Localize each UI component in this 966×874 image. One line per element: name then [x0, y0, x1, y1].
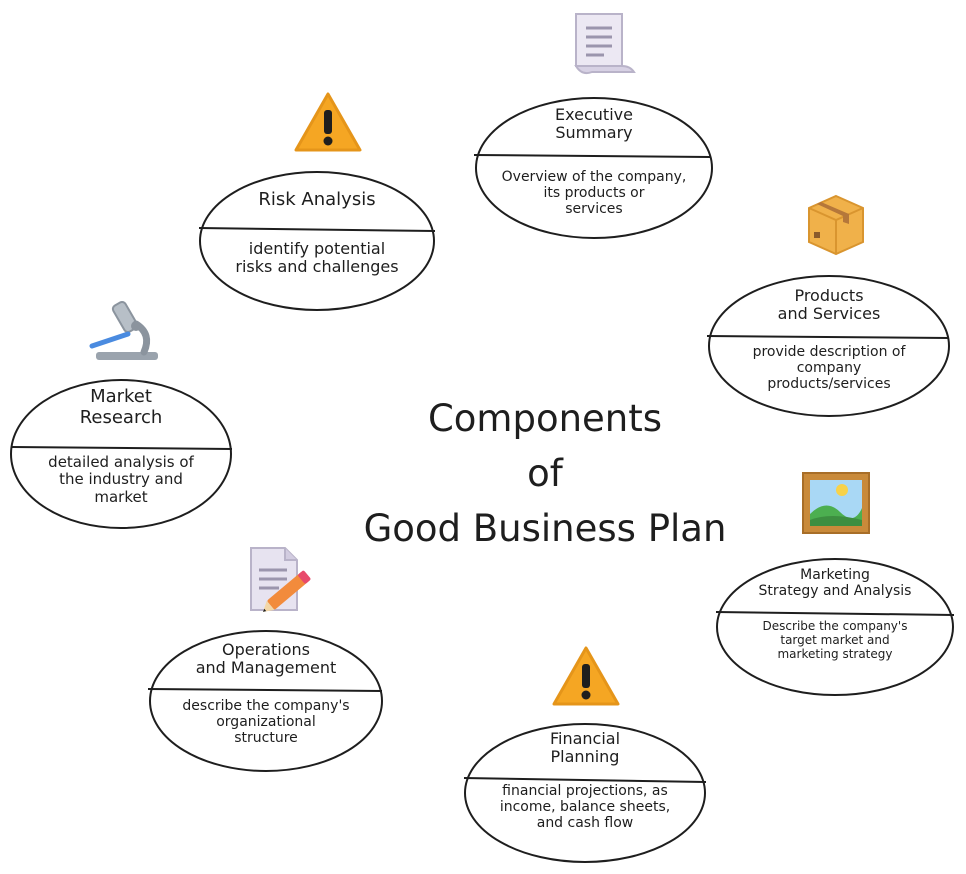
memo-icon	[250, 547, 311, 612]
node-description: financial projections, as income, balanc…	[499, 783, 671, 832]
node-description: describe the company's organizational st…	[182, 698, 350, 747]
node-description: Overview of the company, its products or…	[501, 169, 687, 218]
scroll-icon	[574, 13, 636, 75]
node-title: Risk Analysis	[258, 189, 376, 210]
node-title: Operations and Management	[195, 640, 337, 678]
node-ellipse	[198, 171, 436, 311]
node-operations-management: Operations and Management describe the c…	[146, 627, 386, 775]
node-ellipse	[706, 275, 950, 417]
warning-icon	[294, 92, 362, 152]
framed-picture-icon	[802, 472, 870, 534]
node-description: provide description of company products/…	[752, 344, 906, 393]
node-ellipse	[10, 379, 233, 529]
node-ellipse	[473, 97, 713, 239]
node-ellipse	[463, 723, 707, 863]
microscope-icon	[89, 300, 158, 360]
node-market-research: Market Research detailed analysis of the…	[8, 375, 234, 533]
node-marketing-strategy: Marketing Strategy and Analysis Describe…	[712, 554, 958, 700]
node-products-services: Products and Services provide descriptio…	[705, 270, 953, 422]
node-description: detailed analysis of the industry and ma…	[48, 453, 194, 506]
node-title: Financial Planning	[549, 729, 621, 767]
package-icon	[808, 194, 864, 256]
node-financial-planning: Financial Planning financial projections…	[462, 720, 708, 866]
node-executive-summary: Executive Summary Overview of the compan…	[472, 93, 716, 243]
node-description: identify potential risks and challenges	[235, 239, 399, 277]
node-title: Market Research	[79, 386, 163, 428]
node-risk-analysis: Risk Analysis identify potential risks a…	[197, 168, 437, 314]
node-title: Executive Summary	[555, 105, 633, 143]
node-description: Describe the company's target market and…	[762, 619, 908, 661]
node-ellipse	[147, 630, 383, 772]
node-title: Products and Services	[777, 286, 881, 324]
node-ellipse	[715, 558, 955, 696]
node-title: Marketing Strategy and Analysis	[758, 567, 912, 600]
diagram-title: Components of Good Business Plan	[363, 397, 727, 550]
warning-icon	[552, 646, 620, 706]
